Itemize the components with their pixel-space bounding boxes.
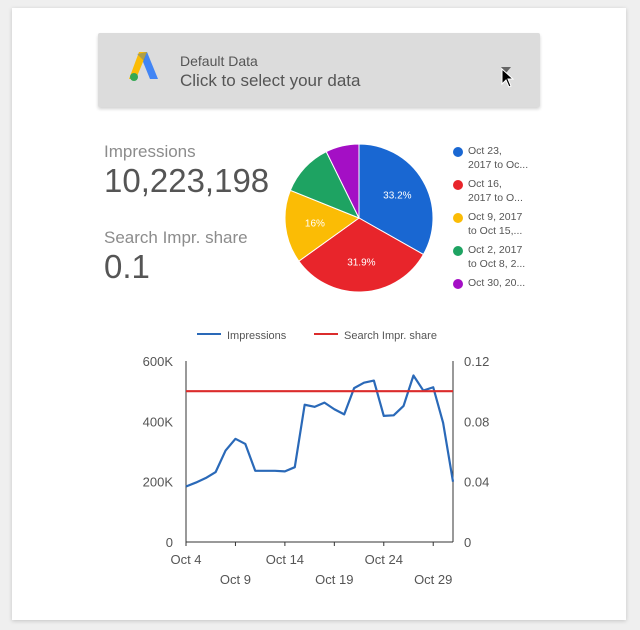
- line-legend-label[interactable]: Search Impr. share: [344, 330, 437, 342]
- pie-slice-label: 16%: [305, 218, 325, 229]
- report-card: Default Data Click to select your data I…: [12, 8, 626, 620]
- pie-slice-2[interactable]: [284, 189, 361, 262]
- search-impr-share-value: 0.1: [104, 248, 150, 285]
- x-tick-label: Oct 24: [365, 552, 403, 567]
- legend-label: Oct 16, 2017 to O...: [468, 178, 523, 204]
- y-left-tick-label: 400K: [143, 414, 174, 429]
- pie-slice-label: 31.9%: [347, 257, 375, 268]
- x-tick-label: Oct 4: [170, 552, 201, 567]
- legend-label: Oct 30, 20...: [468, 277, 526, 289]
- pie-slice-4[interactable]: [325, 143, 360, 219]
- line-legend-label[interactable]: Impressions: [227, 330, 287, 342]
- x-tick-label: Oct 19: [315, 572, 353, 584]
- legend-swatch: [453, 180, 463, 190]
- pie-legend-item[interactable]: Oct 2, 2017 to Oct 8, 2...: [452, 243, 552, 276]
- legend-label: Oct 2, 2017 to Oct 8, 2...: [468, 244, 526, 270]
- y-left-tick-label: 0: [166, 535, 173, 550]
- pie-legend-item[interactable]: Oct 9, 2017 to Oct 15,...: [452, 210, 552, 243]
- y-left-tick-label: 600K: [143, 354, 174, 369]
- x-tick-label: Oct 29: [414, 572, 452, 584]
- pie-slice-0[interactable]: [358, 143, 434, 256]
- legend-label: Oct 9, 2017 to Oct 15,...: [468, 211, 523, 237]
- y-right-tick-label: 0.04: [464, 475, 489, 490]
- y-right-tick-label: 0: [464, 535, 471, 550]
- line-chart: 0 200K 400K 600K 0 0.04 0.08 0.12 Oct 4 Oct 9 Oct …: [143, 330, 490, 584]
- pie-legend-item[interactable]: Oct 30, 20...: [452, 276, 552, 309]
- impressions-label: Impressions: [104, 142, 196, 161]
- legend-label: Oct 23, 2017 to Oc...: [468, 145, 529, 171]
- legend-swatch: [453, 147, 463, 157]
- impressions-value: 10,223,198: [104, 162, 270, 199]
- mouse-cursor-icon: [501, 68, 515, 88]
- pie-legend-item[interactable]: Oct 23, 2017 to Oc...: [452, 144, 552, 177]
- data-source-selector[interactable]: Default Data Click to select your data: [98, 33, 540, 107]
- pie-chart: 33.2% 31.9% 16%: [284, 143, 434, 293]
- pie-slice-label: 33.2%: [383, 191, 411, 202]
- pie-legend-item[interactable]: Oct 16, 2017 to O...: [452, 177, 552, 210]
- pie-legend: Oct 23, 2017 to Oc... Oct 16, 2017 to O..…: [452, 144, 552, 309]
- search-impr-share-label: Search Impr. share: [104, 228, 248, 247]
- dropdown-arrow-icon[interactable]: [500, 65, 512, 75]
- legend-swatch: [453, 213, 463, 223]
- pie-slice-1[interactable]: [298, 217, 425, 293]
- legend-swatch: [453, 279, 463, 289]
- y-left-tick-label: 200K: [143, 475, 174, 490]
- y-right-tick-label: 0.12: [464, 354, 489, 369]
- x-tick-label: Oct 14: [266, 552, 304, 567]
- x-tick-label: Oct 9: [220, 572, 251, 584]
- adwords-logo-icon: [129, 52, 158, 81]
- y-right-tick-label: 0.08: [464, 414, 489, 429]
- data-source-prompt: Click to select your data: [180, 71, 361, 90]
- legend-swatch: [453, 246, 463, 256]
- data-source-title: Default Data: [180, 53, 258, 69]
